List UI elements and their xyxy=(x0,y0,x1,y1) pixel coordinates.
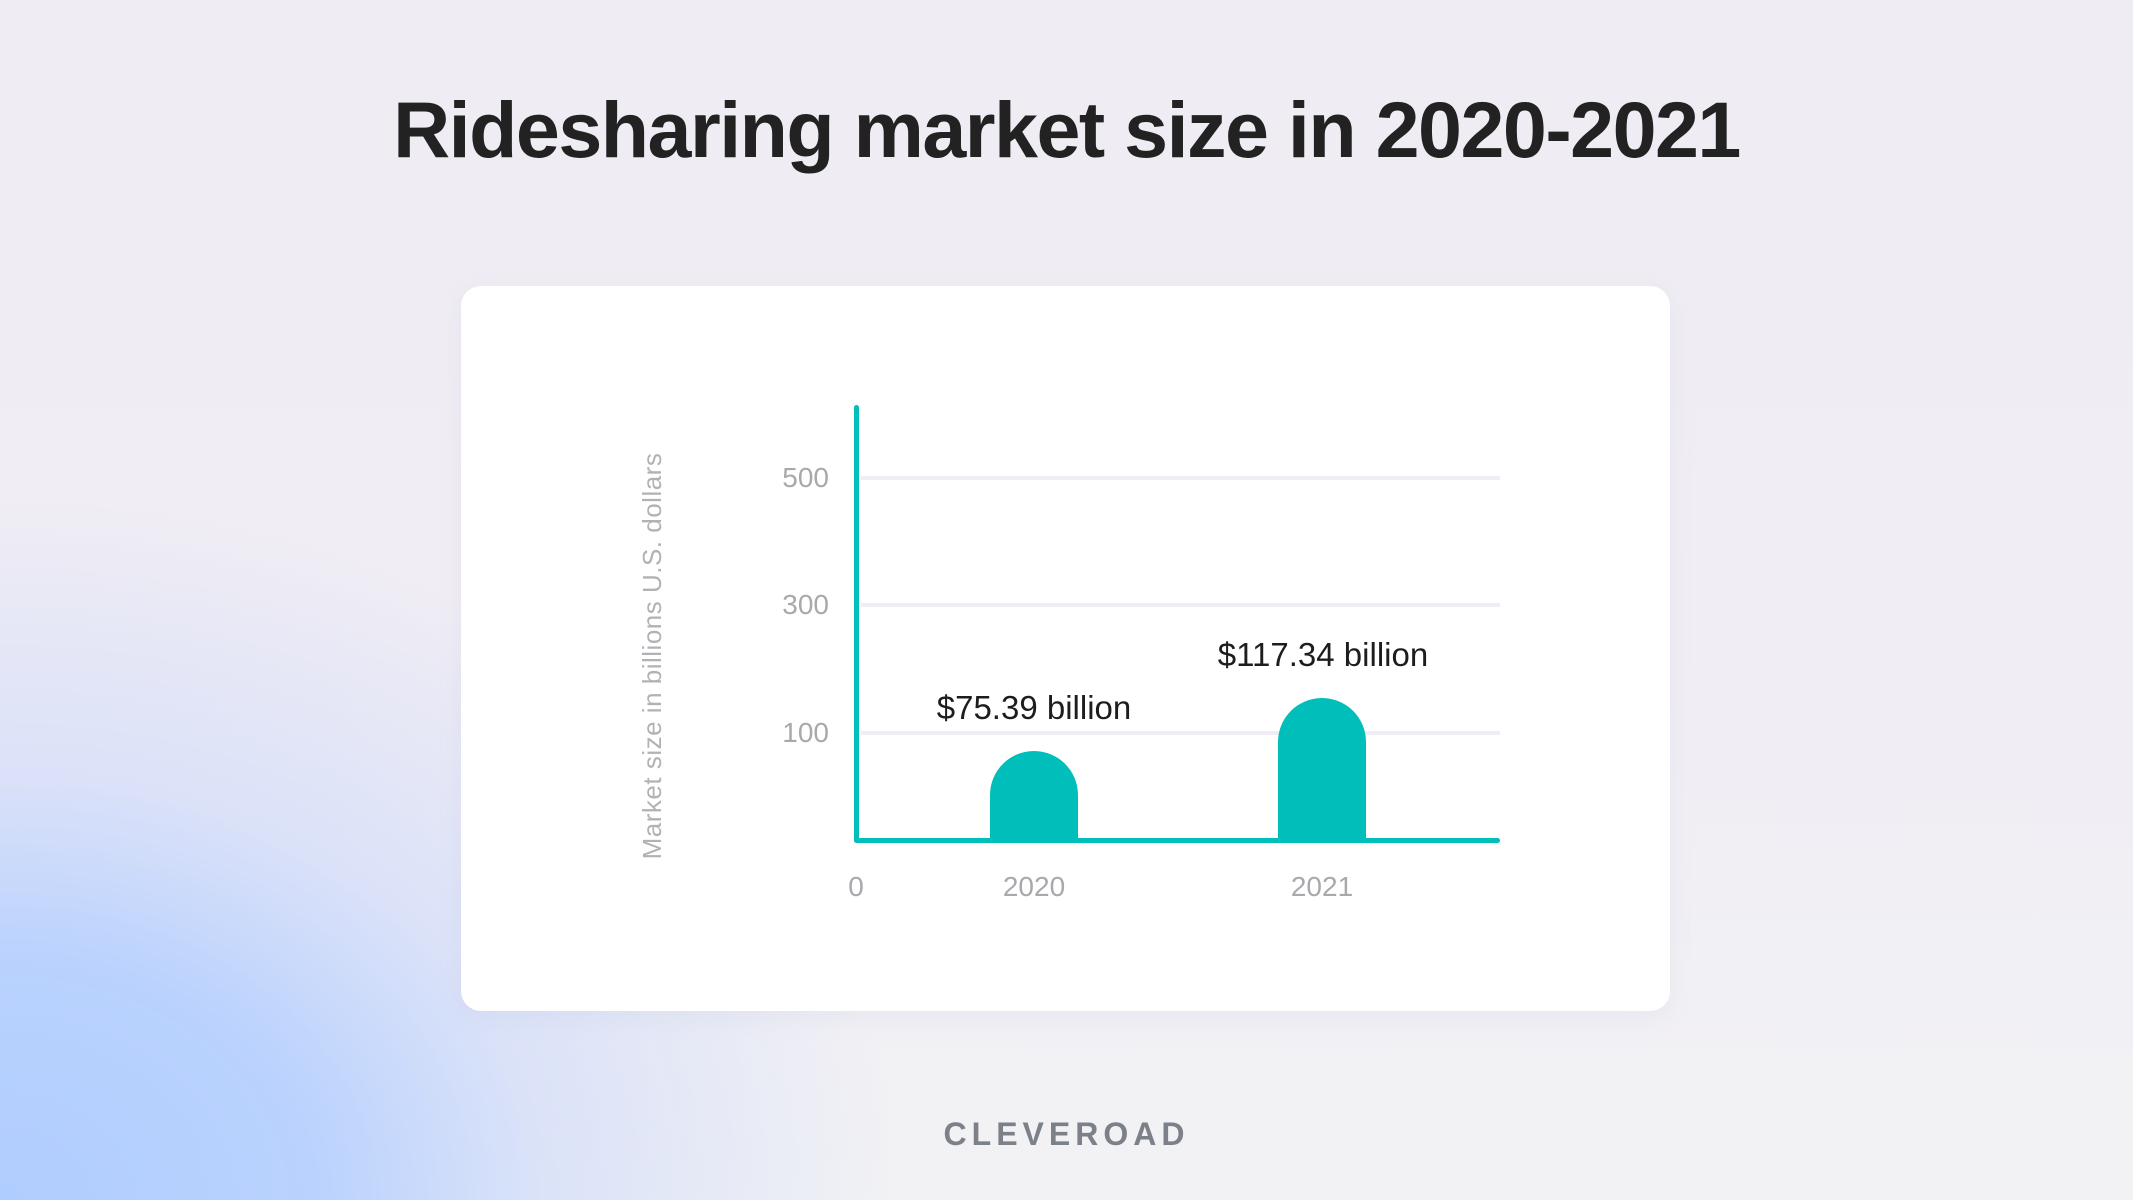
bar-label-2021: $117.34 billion xyxy=(1217,636,1429,673)
x-tick-2021: 2021 xyxy=(1290,871,1354,902)
y-tick-500: 500 xyxy=(782,462,829,493)
x-tick-origin: 0 xyxy=(848,871,864,902)
chart-card: Market size in billions U.S. dollars 500… xyxy=(461,286,1670,1011)
page-title: Ridesharing market size in 2020-2021 xyxy=(393,85,1741,174)
x-axis-line xyxy=(854,838,1500,843)
y-axis-line xyxy=(854,405,859,842)
bar-2020 xyxy=(990,751,1078,841)
bar-2021 xyxy=(1278,698,1366,841)
x-tick-2020: 2020 xyxy=(1002,871,1066,902)
bar-label-2020: $75.39 billion xyxy=(936,689,1132,726)
gridline-500 xyxy=(861,476,1500,480)
y-axis-title-text: Market size in billions U.S. dollars xyxy=(637,452,667,860)
bar-chart: Market size in billions U.S. dollars 500… xyxy=(461,286,1670,1011)
gridline-300 xyxy=(861,603,1500,607)
gridline-100 xyxy=(861,731,1500,735)
cleveroad-logo: CLEVEROAD xyxy=(943,1116,1190,1152)
y-tick-100: 100 xyxy=(782,717,829,748)
y-tick-300: 300 xyxy=(782,589,829,620)
